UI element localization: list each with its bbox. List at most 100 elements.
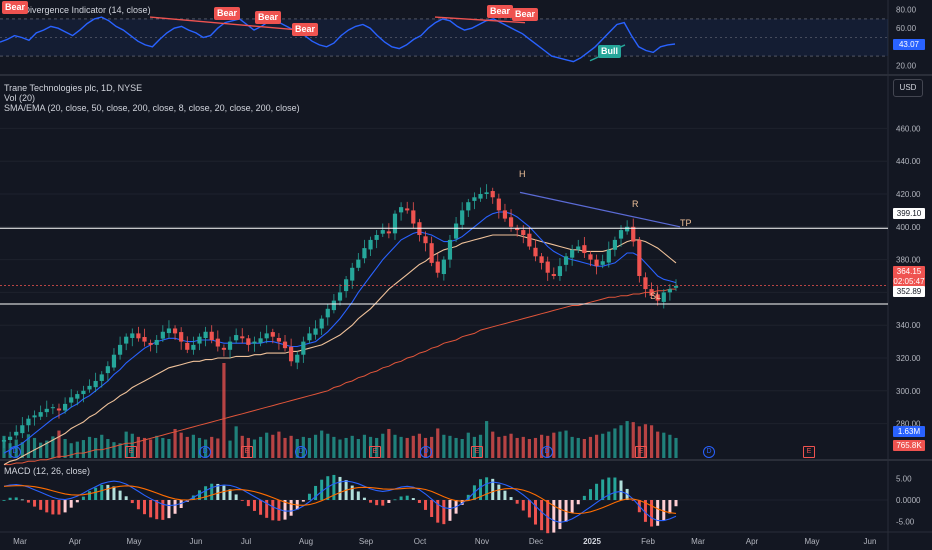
volume-bar	[619, 425, 623, 458]
candle-body	[1, 440, 7, 442]
candle-body	[673, 285, 679, 288]
volume-bar	[643, 424, 648, 458]
candle-body	[344, 279, 349, 292]
earnings-marker-icon[interactable]: E	[125, 446, 137, 458]
head-label: H	[519, 169, 526, 179]
candle-body	[301, 341, 306, 355]
volume-bar	[405, 437, 409, 458]
volume-bar	[246, 437, 250, 458]
candle-body	[472, 197, 477, 201]
volume-bar	[436, 428, 440, 458]
dividend-marker-icon[interactable]: D	[295, 446, 307, 458]
volume-bar	[130, 433, 134, 458]
volume-bar	[576, 437, 580, 458]
time-axis-label: Jun	[189, 537, 203, 546]
volume-bar	[631, 422, 635, 458]
candle-body	[637, 240, 642, 276]
bear-divergence-label: Bear	[292, 23, 319, 36]
macd-histogram-bar	[136, 500, 140, 510]
volume-bar	[69, 443, 73, 458]
candle-body	[655, 294, 660, 301]
candle-body	[148, 342, 153, 345]
macd-histogram-bar	[356, 491, 360, 500]
earnings-marker-icon[interactable]: E	[635, 446, 647, 458]
volume-bar	[466, 432, 470, 458]
macd-histogram-bar	[112, 486, 116, 500]
macd-histogram-bar	[497, 484, 501, 500]
time-axis-label: Nov	[474, 537, 490, 546]
candle-body	[631, 226, 636, 242]
candle-body	[588, 254, 593, 260]
candle-body	[643, 277, 648, 290]
macd-histogram-bar	[399, 496, 403, 500]
time-axis-label: Apr	[68, 537, 82, 546]
candle-body	[600, 261, 605, 265]
macd-histogram-bar	[130, 500, 134, 504]
volume-bar	[326, 433, 330, 458]
macd-histogram-bar	[332, 474, 336, 500]
time-axis-label: Mar	[13, 537, 27, 546]
candle-body	[368, 239, 373, 250]
dividend-marker-icon[interactable]: D	[9, 446, 21, 458]
macd-histogram-bar	[442, 500, 446, 525]
candle-body	[276, 337, 282, 342]
earnings-marker-icon[interactable]: E	[369, 446, 381, 458]
volume-bar	[417, 433, 422, 458]
neckline-trend	[519, 191, 681, 228]
candle-body	[508, 217, 514, 227]
volume-bar	[570, 436, 574, 458]
volume-bar	[258, 436, 263, 458]
candle-body	[258, 338, 263, 343]
candle-body	[252, 341, 257, 344]
time-axis-label: Jul	[240, 537, 252, 546]
candle-body	[234, 335, 239, 341]
macd-histogram-bar	[161, 500, 165, 520]
candle-body	[563, 256, 569, 265]
macd-histogram-bar	[460, 500, 464, 505]
macd-histogram-bar	[326, 476, 330, 500]
macd-histogram-bar	[411, 498, 415, 500]
macd-histogram-bar	[234, 494, 238, 500]
candle-body	[75, 394, 80, 399]
macd-histogram-bar	[369, 500, 373, 503]
macd-histogram-bar	[607, 477, 611, 500]
candle-body	[227, 341, 233, 350]
macd-histogram-bar	[8, 497, 12, 500]
volume-bar	[320, 430, 324, 458]
price-tick-label: 440.00	[896, 157, 921, 166]
earnings-marker-icon[interactable]: E	[241, 446, 253, 458]
candle-body	[197, 336, 202, 344]
rsi-tick-label: 60.00	[896, 24, 917, 33]
currency-button[interactable]: USD	[893, 79, 923, 97]
candle-body	[331, 300, 336, 311]
candle-body	[203, 331, 208, 338]
candle-body	[350, 267, 355, 281]
macd-tick-label: -5.00	[896, 517, 915, 526]
volume-bar	[277, 431, 281, 458]
candle-body	[209, 331, 214, 340]
macd-histogram-bar	[515, 500, 519, 504]
candle-body	[429, 243, 434, 263]
volume-bar	[662, 432, 666, 458]
macd-histogram-bar	[582, 495, 586, 500]
earnings-marker-icon[interactable]: E	[471, 446, 483, 458]
macd-legend: MACD (12, 26, close)	[4, 466, 91, 476]
candle-body	[307, 333, 312, 341]
dividend-marker-icon[interactable]: D	[541, 446, 553, 458]
macd-histogram-bar	[662, 500, 666, 521]
volume-bar	[161, 437, 165, 458]
candle-body	[295, 354, 300, 363]
tp-label: TP	[680, 218, 692, 228]
signal-line	[3, 485, 677, 515]
volume-bar	[332, 436, 336, 458]
volume-bar	[674, 437, 678, 458]
dividend-marker-icon[interactable]: D	[199, 446, 211, 458]
dividend-marker-icon[interactable]: D	[703, 446, 715, 458]
volume-bar	[289, 435, 293, 458]
bear-divergence-label: Bear	[512, 8, 539, 21]
dividend-marker-icon[interactable]: D	[420, 446, 432, 458]
volume-bar	[588, 436, 593, 458]
earnings-marker-icon[interactable]: E	[803, 446, 815, 458]
volume-bar	[63, 439, 67, 458]
